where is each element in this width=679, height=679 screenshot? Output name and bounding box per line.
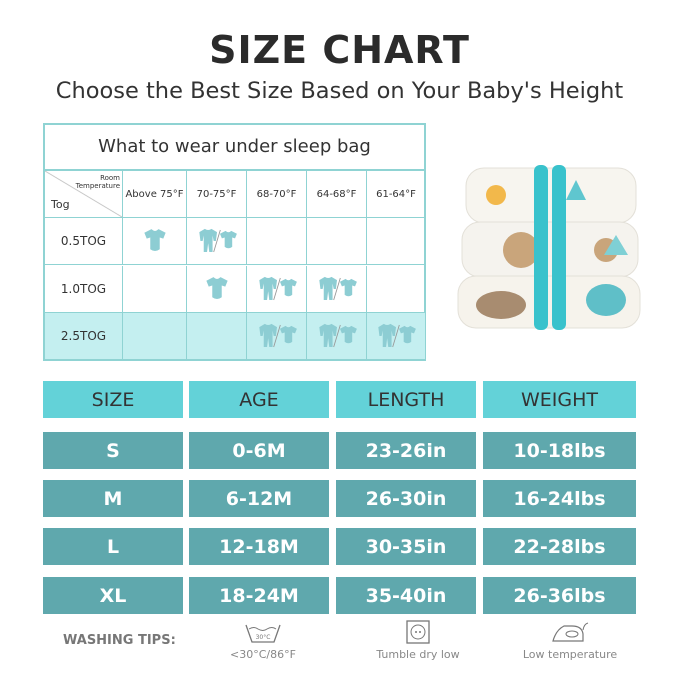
size-table-header: LENGTH xyxy=(336,381,476,418)
clothing-cell xyxy=(187,218,247,265)
clothing-cell xyxy=(307,218,367,265)
size-table-cell: XL xyxy=(43,577,183,614)
tog-row-label: 0.5TOG xyxy=(45,218,123,265)
wash-tip-iron: Low temperature xyxy=(510,622,630,661)
iron-icon xyxy=(552,622,589,642)
temperature-header: 61-64°F xyxy=(367,171,426,218)
size-table-cell: 18-24M xyxy=(189,577,329,614)
clothing-combo-icon xyxy=(318,276,357,301)
size-table-cell: 12-18M xyxy=(189,528,329,565)
size-table-cell: 30-35in xyxy=(336,528,476,565)
size-table-cell: 22-28lbs xyxy=(483,528,636,565)
clothing-cell xyxy=(187,313,247,360)
temperature-header: 70-75°F xyxy=(187,171,247,218)
temperature-header: 68-70°F xyxy=(247,171,307,218)
size-table-cell: 6-12M xyxy=(189,480,329,517)
wash-tub-icon: 30°C xyxy=(245,624,281,643)
product-photo-folded-sleep-bags xyxy=(457,165,641,330)
wash-tip-text: Low temperature xyxy=(522,648,618,661)
size-table-cell: S xyxy=(43,432,183,469)
washing-tips-label: WASHING TIPS: xyxy=(63,633,176,648)
clothing-cell xyxy=(187,266,247,313)
clothing-combo-icon xyxy=(258,323,297,348)
bodysuit-icon xyxy=(205,277,228,300)
clothing-combo-icon xyxy=(258,276,297,301)
clothing-cell xyxy=(123,218,187,265)
size-table-cell: 26-36lbs xyxy=(483,577,636,614)
clothing-cell xyxy=(247,266,307,313)
tog-row-label: 2.5TOG xyxy=(45,313,123,360)
tog-label: Tog xyxy=(51,198,70,211)
page-subtitle: Choose the Best Size Based on Your Baby'… xyxy=(55,78,624,104)
tog-table-heading: What to wear under sleep bag xyxy=(45,125,424,171)
clothing-cell xyxy=(367,218,426,265)
room-temperature-label: Room Temperature xyxy=(75,174,120,190)
size-table-cell: 10-18lbs xyxy=(483,432,636,469)
tog-corner-cell: Room Temperature Tog xyxy=(45,171,123,218)
size-table-cell: 26-30in xyxy=(336,480,476,517)
wash-tip-text: Tumble dry low xyxy=(376,648,460,661)
size-table-cell: L xyxy=(43,528,183,565)
size-table-header: AGE xyxy=(189,381,329,418)
size-table-cell: 35-40in xyxy=(336,577,476,614)
clothing-cell xyxy=(123,266,187,313)
size-table-header: WEIGHT xyxy=(483,381,636,418)
wash-tip-temperature: 30°C <30°C/86°F xyxy=(203,622,323,661)
clothing-cell xyxy=(307,313,367,360)
size-table-cell: 0-6M xyxy=(189,432,329,469)
size-table-cell: 16-24lbs xyxy=(483,480,636,517)
tog-row-label: 1.0TOG xyxy=(45,266,123,313)
wash-tip-text: <30°C/86°F xyxy=(230,648,296,661)
tumble-dry-icon xyxy=(406,620,430,644)
size-table-header: SIZE xyxy=(43,381,183,418)
clothing-cell xyxy=(123,313,187,360)
clothing-combo-icon xyxy=(198,228,237,253)
clothing-cell xyxy=(247,313,307,360)
wash-tip-tumble-dry: Tumble dry low xyxy=(358,620,478,661)
clothing-combo-icon xyxy=(318,323,357,348)
clothing-cell xyxy=(367,266,426,313)
size-table-cell: 23-26in xyxy=(336,432,476,469)
clothing-cell xyxy=(367,313,426,360)
clothing-combo-icon xyxy=(378,323,416,348)
tog-table: What to wear under sleep bag Room Temper… xyxy=(43,123,426,361)
clothing-cell xyxy=(247,218,307,265)
clothing-cell xyxy=(307,266,367,313)
temperature-header: 64-68°F xyxy=(307,171,367,218)
size-table-cell: M xyxy=(43,480,183,517)
temperature-header: Above 75°F xyxy=(123,171,187,218)
bodysuit-icon xyxy=(143,229,166,252)
svg-text:30°C: 30°C xyxy=(256,634,271,641)
page-title: SIZE CHART xyxy=(209,28,470,72)
